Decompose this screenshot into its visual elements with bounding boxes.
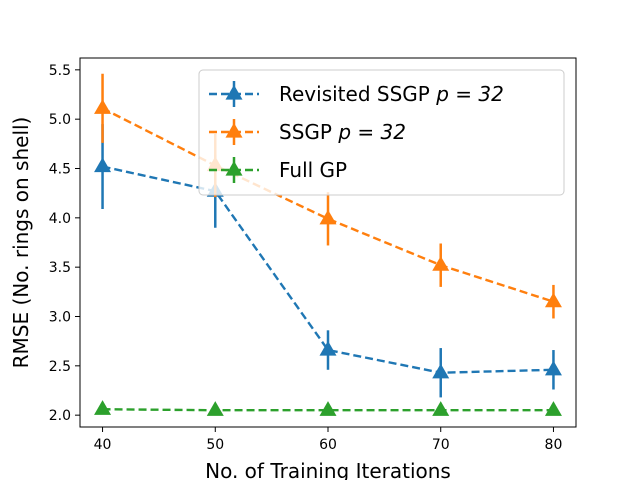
y-tick-label-0: 2.0 <box>49 408 71 424</box>
x-tick-label-0: 40 <box>94 437 112 453</box>
legend-marker-2 <box>225 160 243 176</box>
series-0-point-2 <box>319 340 337 356</box>
y-tick-label-5: 4.5 <box>49 162 71 178</box>
y-tick-label-6: 5.0 <box>49 112 71 128</box>
x-axis-title: No. of Training Iterations <box>205 459 451 480</box>
y-tick-label-2: 3.0 <box>49 309 71 325</box>
x-tick-label-3: 70 <box>432 437 450 453</box>
legend-marker-0 <box>225 84 243 100</box>
legend-box <box>198 69 565 196</box>
y-tick-label-7: 5.5 <box>49 63 71 79</box>
series-2 <box>94 400 562 416</box>
legend-label-1: SSGP p = 32 <box>279 120 406 144</box>
series-1-line <box>102 107 554 303</box>
y-tick-label-4: 4.0 <box>49 211 71 227</box>
series-2-point-4 <box>544 401 562 416</box>
series-1-point-4 <box>544 292 562 308</box>
x-tick-label-2: 60 <box>319 437 337 453</box>
y-tick-label-1: 2.5 <box>49 359 71 375</box>
legend-label-2: Full GP <box>279 158 347 182</box>
y-tick-label-3: 3.5 <box>49 260 71 276</box>
y-axis-ticks: 2.0 2.5 3.0 3.5 4.0 4.5 5.0 5.5 <box>49 63 80 424</box>
series-0-point-3 <box>432 363 450 379</box>
series-1-point-2 <box>319 209 337 225</box>
series-2-point-2 <box>319 401 337 416</box>
legend-entry-2: Full GP <box>209 157 347 183</box>
legend-marker-1 <box>225 122 243 138</box>
legend-entry-1: SSGP p = 32 <box>209 119 406 145</box>
series-2-point-1 <box>206 401 224 416</box>
series-1-point-0 <box>94 99 112 114</box>
series-1-point-3 <box>432 256 450 271</box>
legend-label-0: Revisited SSGP p = 32 <box>279 82 504 106</box>
series-2-point-0 <box>94 400 112 415</box>
series-2-line <box>102 408 554 412</box>
legend-entry-0: Revisited SSGP p = 32 <box>209 81 504 107</box>
series-0 <box>94 124 562 398</box>
x-axis-ticks: 40 50 60 70 80 <box>94 427 563 453</box>
x-tick-label-1: 50 <box>206 437 224 453</box>
x-tick-label-4: 80 <box>545 437 563 453</box>
legend: Revisited SSGP p = 32 SSGP p = 32 Full GP <box>198 69 565 196</box>
series-2-point-3 <box>432 401 450 416</box>
series-0-line <box>102 165 554 374</box>
series-0-point-0 <box>94 157 112 173</box>
y-axis-title: RMSE (No. rings on shell) <box>9 117 33 369</box>
series-0-point-4 <box>544 360 562 376</box>
